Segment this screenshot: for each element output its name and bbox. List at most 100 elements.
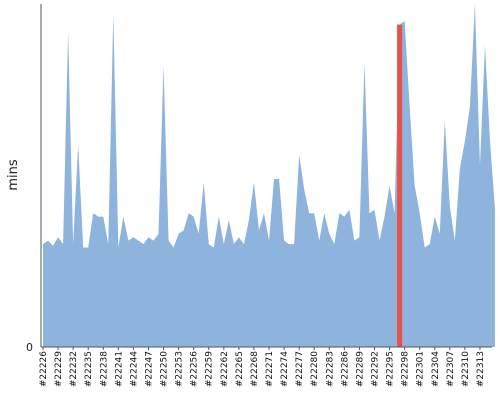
data-point (168, 240, 170, 242)
data-point (142, 243, 144, 245)
data-point (97, 216, 99, 218)
data-point (47, 240, 49, 242)
data-point (87, 247, 89, 249)
x-tick-label: #22256 (190, 351, 200, 387)
x-tick-label: #22283 (325, 351, 335, 387)
data-point (77, 144, 79, 146)
data-point (278, 178, 280, 180)
data-point (434, 216, 436, 218)
x-tick-label: #22274 (280, 351, 290, 387)
data-point (107, 243, 109, 245)
data-point (404, 20, 406, 22)
data-point (82, 247, 84, 249)
data-point (248, 219, 250, 221)
data-point (379, 240, 381, 242)
data-point (439, 233, 441, 235)
data-point (137, 240, 139, 242)
data-point (474, 3, 476, 5)
data-point (343, 216, 345, 218)
plot-area (42, 3, 496, 348)
data-point (183, 229, 185, 231)
x-ticks: #22226 #22229 #22232 #22235 #22238 #22241 #222… (39, 347, 486, 387)
data-point (122, 216, 124, 218)
data-point (238, 236, 240, 238)
x-tick-label: #22241 (114, 351, 124, 387)
x-tick-label: #22298 (401, 351, 411, 387)
data-point (127, 240, 129, 242)
data-point (188, 212, 190, 214)
x-tick-label: #22280 (310, 351, 320, 387)
series-area (43, 4, 496, 347)
data-point (328, 233, 330, 235)
data-point (102, 216, 104, 218)
data-point (323, 212, 325, 214)
data-point (213, 247, 215, 249)
data-point (193, 216, 195, 218)
x-tick-label: #22229 (54, 351, 64, 387)
x-tick-label: #22226 (39, 351, 49, 387)
data-point (72, 243, 74, 245)
data-point (419, 212, 421, 214)
data-point (358, 236, 360, 238)
data-point (273, 178, 275, 180)
data-point (318, 240, 320, 242)
data-point (67, 30, 69, 32)
x-tick-label: #22250 (160, 351, 170, 387)
data-point (414, 185, 416, 187)
x-tick-label: #22262 (220, 351, 230, 387)
data-point (409, 106, 411, 108)
x-tick-label: #22232 (69, 351, 79, 387)
data-point (178, 233, 180, 235)
x-tick-label: #22259 (205, 351, 215, 387)
x-tick-label: #22295 (386, 351, 396, 387)
data-point (208, 243, 210, 245)
data-point (268, 240, 270, 242)
data-point (253, 181, 255, 183)
data-point (373, 209, 375, 211)
data-point (469, 106, 471, 108)
data-point (228, 219, 230, 221)
data-point (117, 247, 119, 249)
data-point (263, 212, 265, 214)
data-point (147, 236, 149, 238)
data-point (384, 216, 386, 218)
x-tick-label: #22268 (250, 351, 260, 387)
data-point (243, 243, 245, 245)
data-point (293, 243, 295, 245)
data-point (132, 236, 134, 238)
data-point (303, 188, 305, 190)
x-tick-label: #22253 (175, 351, 185, 387)
data-point (489, 140, 491, 142)
data-point (158, 233, 160, 235)
data-point (348, 209, 350, 211)
data-point (218, 216, 220, 218)
x-tick-label: #22292 (370, 351, 380, 387)
data-point (52, 245, 54, 247)
data-point (353, 240, 355, 242)
data-point (57, 236, 59, 238)
data-point (313, 212, 315, 214)
data-point (223, 243, 225, 245)
data-point (394, 212, 396, 214)
data-point (368, 212, 370, 214)
data-point (92, 212, 94, 214)
data-point (308, 212, 310, 214)
data-point (173, 247, 175, 249)
highlight-marker (397, 24, 403, 348)
x-tick-label: #22235 (84, 351, 94, 387)
x-tick-label: #22244 (129, 351, 139, 387)
data-point (42, 243, 44, 245)
x-tick-label: #22265 (235, 351, 245, 387)
x-tick-label: #22277 (295, 351, 305, 387)
x-tick-label: #22301 (416, 351, 426, 387)
y-axis-label: mins (6, 159, 21, 191)
data-point (484, 44, 486, 46)
data-point (233, 243, 235, 245)
data-point (298, 154, 300, 156)
y-ticks: 0 (26, 341, 33, 354)
data-point (389, 185, 391, 187)
data-point (449, 205, 451, 207)
data-point (494, 209, 496, 211)
data-point (258, 229, 260, 231)
